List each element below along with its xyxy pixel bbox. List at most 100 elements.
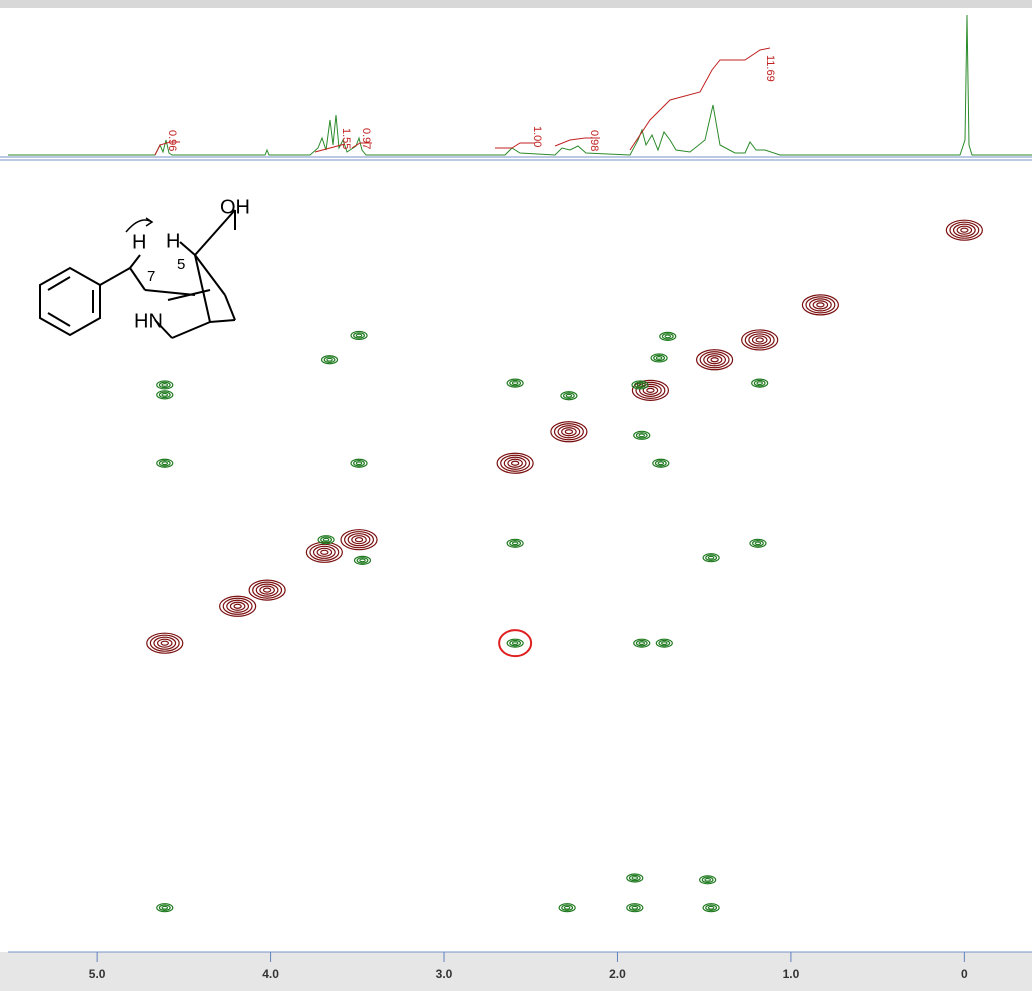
contour [561,904,574,911]
contour [503,456,527,470]
structure-labels: OH H H 7 5 HN [132,196,250,332]
contour [710,357,719,363]
contour [347,533,371,547]
atom-label: H [166,230,180,252]
cross-peak [560,391,578,401]
cross-peak [751,378,769,388]
contour [705,554,718,561]
cross-peak [156,390,174,400]
contour [707,905,715,910]
contour [634,381,646,389]
contour [323,356,336,364]
contour [149,634,180,652]
cross-peak [631,380,649,390]
contour [699,351,730,369]
contour [252,581,283,599]
cross-peak [633,430,651,440]
contour [320,549,329,555]
contour [511,381,519,386]
contour [755,337,764,343]
integral-label: 1.00 [531,126,543,147]
contour [706,355,723,365]
contour [635,381,666,399]
tick-label: 4.0 [262,967,279,981]
diagonal-peak [945,219,983,241]
contour [316,547,333,557]
contour [511,541,519,546]
contour [638,641,646,646]
contour [156,638,173,648]
cross-peak [652,458,670,468]
cross-peak [320,355,339,365]
contour [751,335,768,345]
contour [259,585,275,595]
proton-spectrum [8,14,1032,156]
contour [158,391,171,399]
contour [635,639,648,647]
contour [309,543,340,561]
contour [642,385,659,395]
contour [655,356,663,360]
contour [226,599,250,613]
integral-label: 1.55 [340,128,352,149]
contour [153,636,177,650]
contour [355,333,363,338]
top-bar [0,0,1032,8]
diagonal-peak [550,421,588,443]
diagonal-peak [496,452,534,474]
contour [565,393,573,398]
contour [553,423,584,441]
contour [507,458,523,468]
contour [562,392,575,400]
cross-peak [626,873,644,883]
contour [312,545,336,559]
cross-peak [156,458,174,468]
cross-peak [506,538,524,548]
integral-label: 0.96 [166,130,178,151]
contour [509,540,522,547]
integral-label: 0.98 [588,130,600,151]
contour [509,379,522,387]
contour [701,876,714,884]
cross-peak [156,903,174,913]
atom-number: 7 [147,268,155,285]
diagonal-peak [146,632,184,654]
contour [229,601,246,611]
contour [158,459,171,467]
contour [353,332,365,339]
contour [653,354,666,362]
contour [661,641,668,646]
contour [255,583,279,597]
contour [557,425,581,439]
diagonal-peak [631,379,670,401]
cross-peak [702,903,720,913]
contour [646,387,655,393]
integral-label: 11.69 [764,55,776,82]
atom-label: H [132,231,146,253]
diagonal-peak [695,349,734,371]
structure [39,209,236,339]
diagonal-peak [305,541,343,563]
cross-peak [655,638,673,648]
contour [320,536,333,543]
cross-peak [650,353,668,363]
contour [628,904,641,911]
contour [158,381,171,389]
tick-label: 3.0 [436,967,453,981]
contour [754,541,762,546]
cross-peak [506,378,524,388]
contour [262,587,272,593]
axis-bar [0,952,1032,991]
contour [635,432,648,439]
cross-peak [626,903,644,913]
contour [639,383,662,397]
contour [631,876,639,880]
tick-label: 1.0 [783,967,800,981]
contour [638,433,646,438]
contour [707,555,715,560]
contour [354,537,364,543]
integral-curves [154,47,771,156]
contour [808,298,832,312]
contour [161,461,169,466]
diagonal-peak [219,595,257,617]
